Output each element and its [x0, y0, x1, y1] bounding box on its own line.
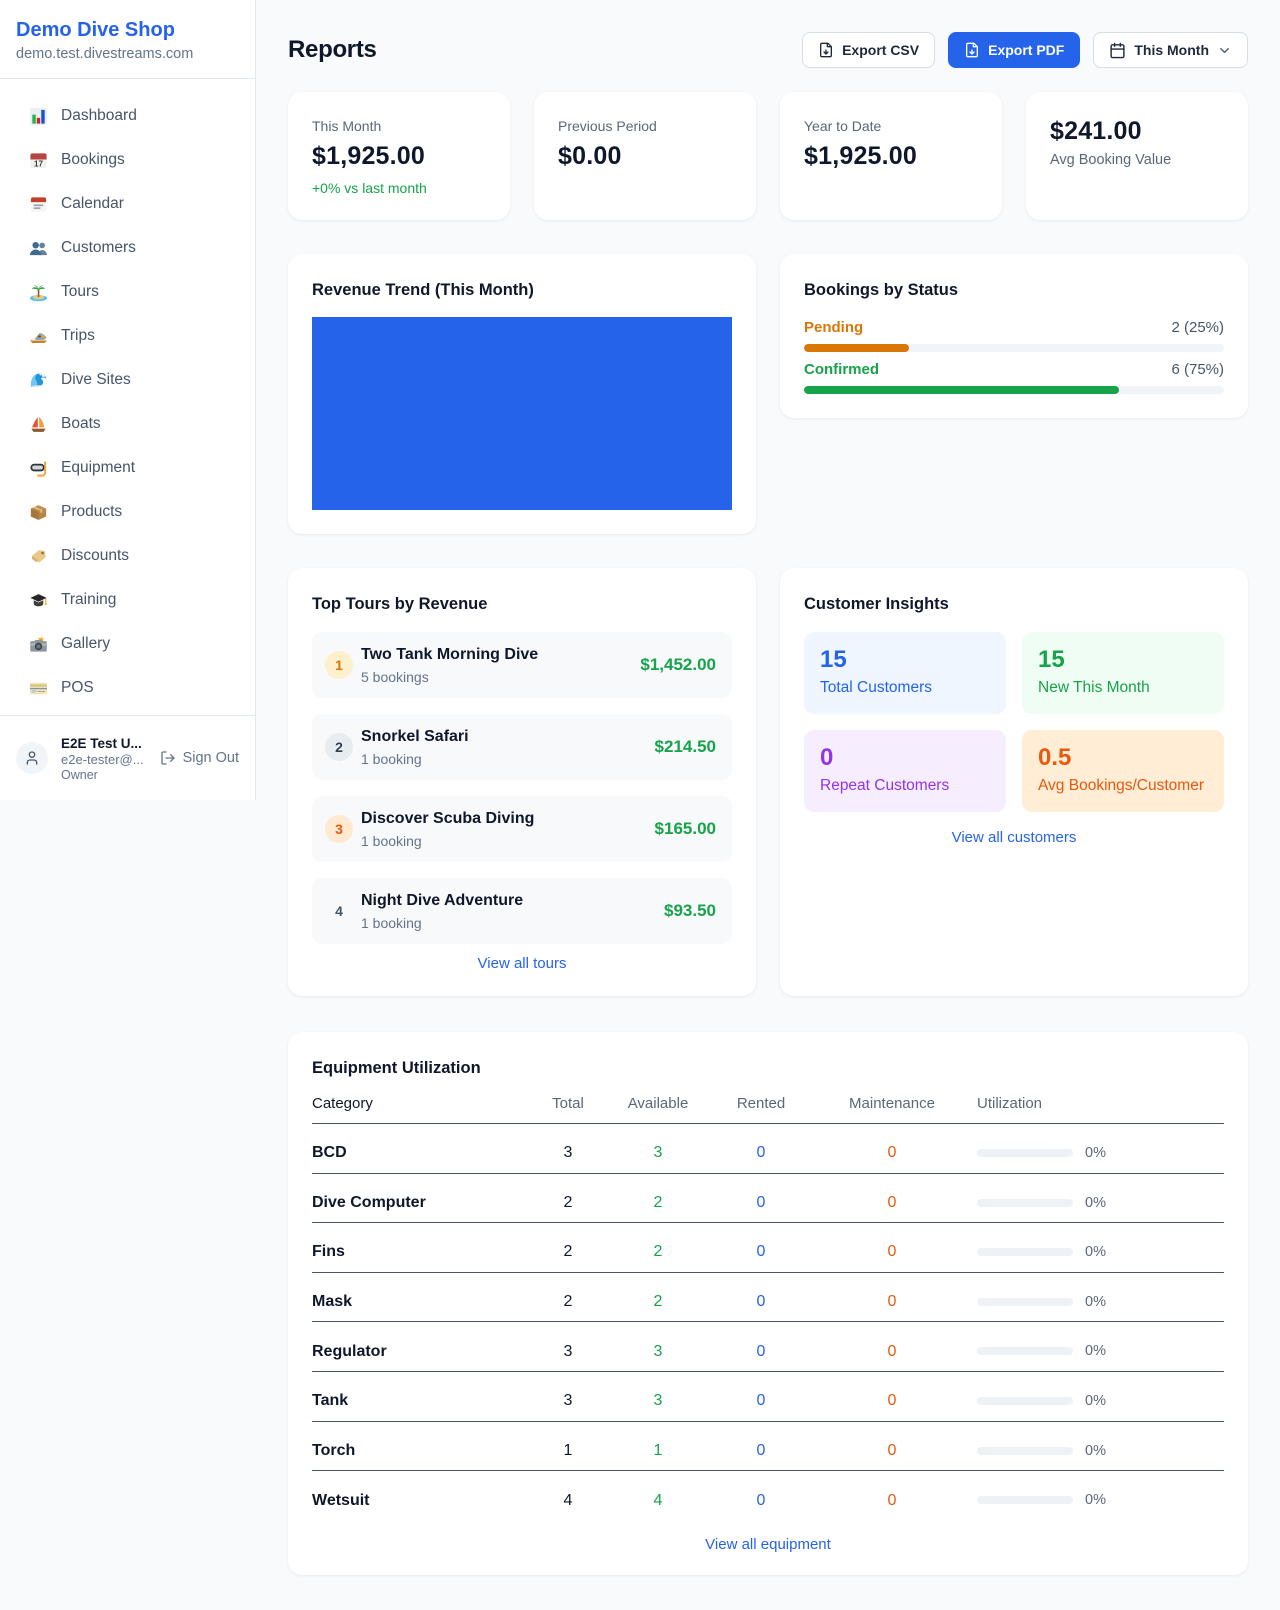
svg-text:17: 17 [34, 159, 43, 168]
